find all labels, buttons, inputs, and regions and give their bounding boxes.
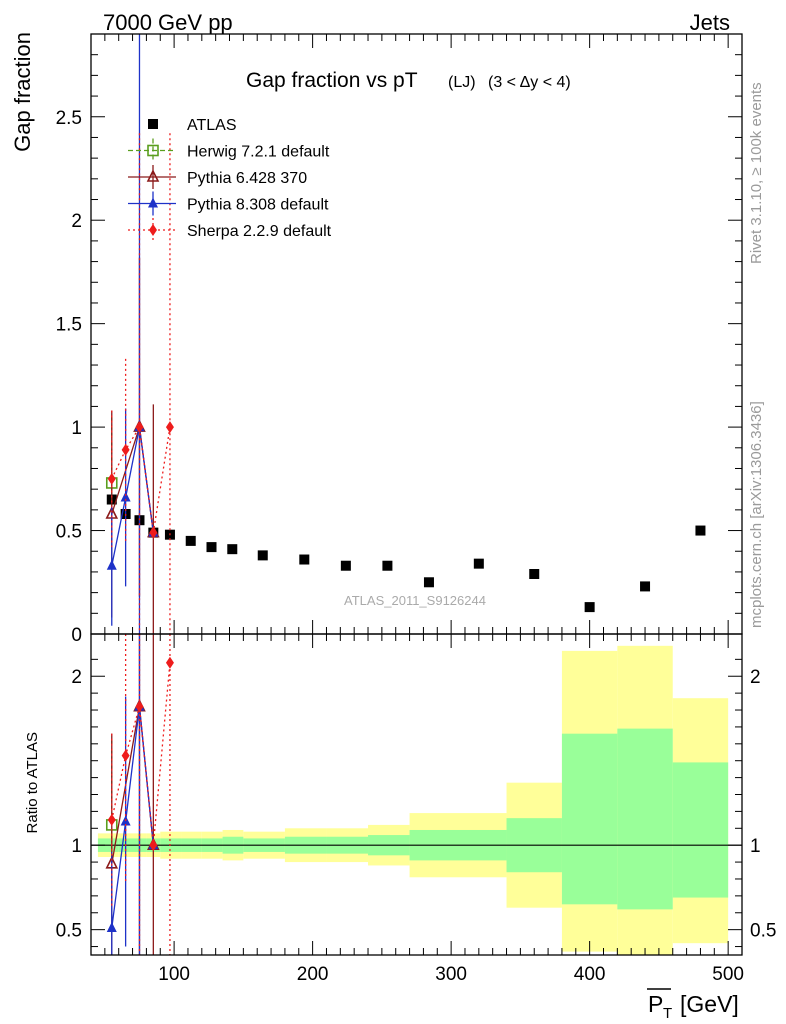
main-y-axis-label: Gap fraction [10, 32, 35, 152]
legend-label-atlas: ATLAS [187, 117, 237, 134]
main-atlas-point-13 [473, 558, 484, 569]
main-atlas-point-12 [423, 577, 434, 588]
main-atlas-point-6 [206, 542, 217, 553]
main-y-tick-label-0.5: 0.5 [56, 522, 82, 543]
ratio-series-sherpa [107, 634, 174, 955]
legend-label-herwig: Herwig 7.2.1 default [187, 144, 330, 161]
ratio-sherpa-point-3 [149, 839, 158, 852]
ratio-y-axis-label: Ratio to ATLAS [24, 732, 41, 833]
mcplots-label: mcplots.cern.ch [arXiv:1306.3436] [748, 401, 765, 628]
main-y-tick-label-1.5: 1.5 [56, 315, 82, 336]
plot-title: Gap fraction vs pT (LJ) (3 < Δy < 4) [246, 69, 571, 92]
plot-title-main: Gap fraction vs pT [246, 69, 418, 92]
legend-label-pythia6: Pythia 6.428 370 [187, 170, 307, 187]
legend-marker-pythia6 [146, 169, 160, 182]
x-tick-label-500: 500 [712, 964, 744, 985]
inner-band-13 [561, 733, 618, 905]
x-tick-label-300: 300 [435, 964, 467, 985]
main-y-tick-label-0: 0 [71, 625, 82, 646]
main-series-sherpa [107, 133, 174, 634]
ratio-y-tick-label-right-1: 1 [750, 836, 761, 857]
legend-marker-sherpa [149, 224, 157, 236]
main-atlas-point-14 [529, 569, 540, 579]
axes-frames: 100 200 300 400 500 0 0.5 1 1.5 2 2.5 0.5 0.5 1 1 2 2 [56, 33, 776, 985]
rivet-label: Rivet 3.1.10, ≥ 100k events [748, 82, 765, 264]
x-axis-label-main: P [648, 991, 663, 1017]
main-sherpa-line [111, 425, 171, 533]
ratio-sherpa-point-2 [135, 700, 144, 713]
legend-item-atlas: ATLAS [148, 117, 237, 134]
main-atlas-point-10 [340, 560, 351, 571]
main-atlas-point-8 [257, 550, 268, 561]
main-pythia6-line [111, 426, 154, 533]
ratio-pythia8-point-0 [106, 921, 117, 932]
analysis-watermark: ATLAS_2011_S9126244 [344, 593, 486, 608]
main-y-tick-label-1: 1 [71, 418, 82, 439]
legend-marker-atlas [148, 119, 158, 129]
ratio-y-tick-label-right-0.5: 0.5 [750, 921, 776, 942]
main-sherpa-point-2 [135, 421, 144, 434]
main-y-tick-label-2.5: 2.5 [56, 108, 82, 129]
ratio-y-tick-label-left-1: 1 [71, 836, 82, 857]
main-sherpa-point-1 [121, 443, 130, 456]
ratio-pythia8-line [111, 706, 154, 929]
x-tick-label-100: 100 [158, 964, 190, 985]
inner-band-14 [617, 728, 673, 910]
main-sherpa-point-0 [107, 472, 116, 485]
legend-marker-pythia8 [148, 197, 158, 208]
plot-title-range: (3 < Δy < 4) [488, 74, 571, 91]
main-y-tick-label-2: 2 [71, 211, 82, 232]
legend-item-sherpa: Sherpa 2.2.9 default [128, 218, 332, 242]
legend: ATLAS Herwig 7.2.1 default Pythia 6.428 37… [128, 117, 332, 242]
ratio-y-tick-label-left-0.5: 0.5 [56, 921, 82, 942]
header-left: 7000 GeV pp [103, 10, 233, 35]
ratio-sherpa-point-0 [107, 813, 116, 826]
main-atlas-point-5 [185, 535, 196, 546]
legend-item-pythia6: Pythia 6.428 370 [128, 165, 307, 189]
main-atlas-point-16 [640, 581, 651, 592]
ratio-y-tick-label-right-2: 2 [750, 667, 761, 688]
main-series-pythia6 [105, 257, 160, 634]
ratio-uncertainty-bands [97, 645, 729, 955]
legend-label-pythia8: Pythia 8.308 default [187, 197, 329, 214]
inner-band-15 [672, 762, 729, 898]
data-series [105, 34, 706, 955]
legend-marker-herwig [147, 144, 159, 157]
main-atlas-point-15 [584, 602, 595, 613]
main-pythia8-point-1 [120, 491, 131, 502]
main-sherpa-point-3 [149, 526, 158, 539]
legend-item-herwig: Herwig 7.2.1 default [128, 138, 330, 163]
main-atlas-point-11 [382, 560, 393, 571]
header-right: Jets [690, 10, 730, 35]
main-atlas-point-17 [695, 525, 706, 536]
main-atlas-point-7 [227, 544, 238, 555]
legend-item-pythia8: Pythia 8.308 default [128, 191, 329, 216]
ratio-sherpa-point-4 [165, 656, 174, 669]
main-atlas-point-9 [299, 554, 310, 565]
main-pythia8-point-0 [106, 559, 117, 570]
ratio-y-tick-label-left-2: 2 [71, 667, 82, 688]
x-axis-label-unit: [GeV] [680, 991, 739, 1017]
x-tick-label-400: 400 [574, 964, 606, 985]
legend-label-sherpa: Sherpa 2.2.9 default [187, 223, 332, 240]
x-tick-label-200: 200 [297, 964, 329, 985]
ratio-series-pythia8 [106, 634, 159, 955]
ratio-sherpa-point-1 [121, 749, 130, 762]
plot-title-sub: (LJ) [448, 74, 476, 91]
main-sherpa-point-4 [165, 421, 174, 434]
x-axis-label: P T [GeV] [647, 988, 739, 1022]
x-axis-label-sub: T [663, 1005, 672, 1022]
